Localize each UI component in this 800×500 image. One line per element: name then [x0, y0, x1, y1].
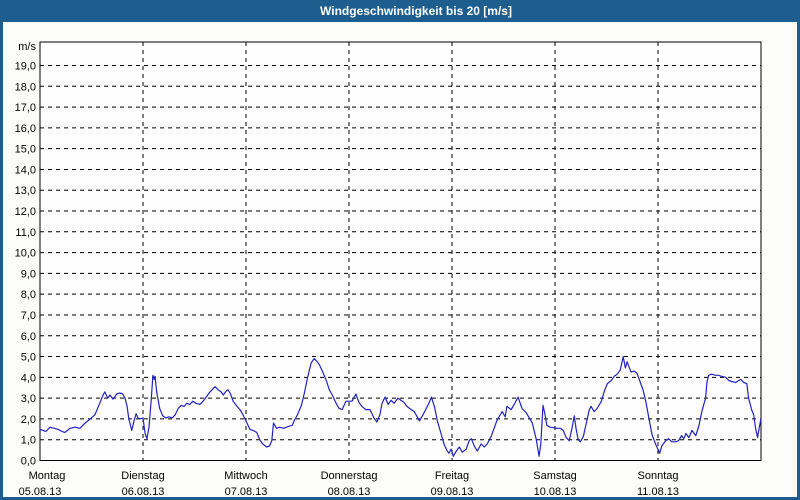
plot-frame	[39, 41, 762, 461]
y-tick-label: 3,0	[21, 393, 36, 405]
y-tick-label: 14,0	[15, 164, 36, 176]
y-tick-label: 13,0	[15, 185, 36, 197]
x-date-label: 05.08.13	[19, 486, 62, 497]
x-date-label: 10.08.13	[534, 486, 577, 497]
wind-speed-series-line	[39, 356, 762, 457]
x-day-label: Freitag	[435, 470, 469, 482]
x-date-label: 09.08.13	[431, 486, 474, 497]
y-tick-label: 2,0	[21, 414, 36, 426]
x-day-label: Mittwoch	[224, 470, 267, 482]
y-tick-label: 16,0	[15, 123, 36, 135]
y-tick-label: 15,0	[15, 144, 36, 156]
x-day-label: Sonntag	[638, 470, 679, 482]
y-tick-label: 1,0	[21, 435, 36, 447]
y-tick-label: 7,0	[21, 310, 36, 322]
y-tick-label: 10,0	[15, 248, 36, 260]
y-tick-label: 17,0	[15, 102, 36, 114]
y-tick-label: 19,0	[15, 60, 36, 72]
x-date-label: 06.08.13	[122, 486, 165, 497]
x-date-label: 11.08.13	[637, 486, 679, 497]
y-axis-unit-label: m/s	[18, 41, 36, 53]
x-date-label: 07.08.13	[225, 486, 268, 497]
chart-title: Windgeschwindigkeit bis 20 [m/s]	[320, 4, 512, 18]
y-tick-label: 8,0	[21, 289, 36, 301]
x-day-label: Montag	[29, 470, 66, 482]
x-day-label: Donnerstag	[321, 470, 378, 482]
x-day-label: Dienstag	[121, 470, 164, 482]
x-date-label: 08.08.13	[328, 486, 371, 497]
y-tick-label: 9,0	[21, 268, 36, 280]
y-tick-label: 18,0	[15, 81, 36, 93]
y-tick-label: 11,0	[15, 227, 36, 239]
x-day-label: Samstag	[533, 470, 576, 482]
y-tick-label: 0,0	[21, 456, 36, 468]
y-tick-label: 5,0	[21, 352, 36, 364]
chart-title-bar: Windgeschwindigkeit bis 20 [m/s]	[3, 3, 797, 22]
y-tick-label: 4,0	[21, 372, 36, 384]
y-tick-label: 12,0	[15, 206, 36, 218]
wind-speed-chart: 0,0 1,0 2,0 3,0 4,0 5,0 6,0 7,0 8,0 9,0 10,0 11,0 12…	[15, 41, 762, 497]
y-tick-label: 6,0	[21, 331, 36, 343]
